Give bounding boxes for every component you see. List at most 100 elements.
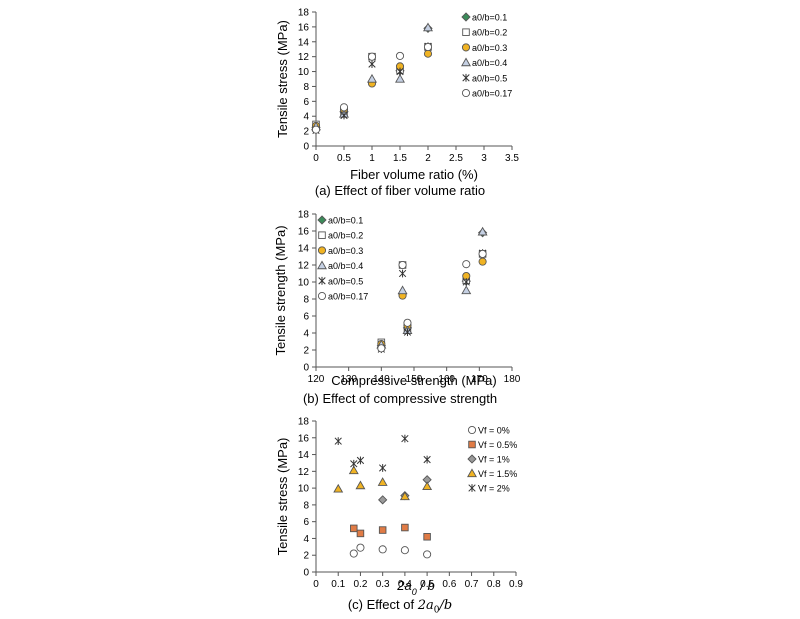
legend-marker xyxy=(461,88,471,98)
legend-marker xyxy=(318,276,326,285)
data-point-series-3 xyxy=(355,480,366,490)
data-point-series-5 xyxy=(478,249,487,258)
legend-marker xyxy=(468,484,476,492)
data-point-series-3 xyxy=(333,483,344,493)
caption-c-math-tail: /b xyxy=(439,598,453,613)
data-point-series-5 xyxy=(398,260,407,270)
data-point-series-3 xyxy=(377,477,388,486)
x-axis-title: Compressive strength (MPa) xyxy=(331,373,496,388)
x-tick-label: 0.3 xyxy=(376,579,390,590)
data-point-series-4 xyxy=(403,328,412,337)
data-point-series-4 xyxy=(423,455,431,464)
y-tick-label: 12 xyxy=(298,52,310,63)
y-axis-title: Tensile strength (MPa) xyxy=(273,225,288,355)
y-tick-label: 12 xyxy=(298,261,310,272)
legend-label: a0/b=0.2 xyxy=(328,231,363,241)
legend-label: a0/b=0.2 xyxy=(472,28,507,38)
legend-label: a0/b=0.5 xyxy=(472,73,507,83)
y-tick-label: 10 xyxy=(298,67,310,78)
legend-label: a0/b=0.4 xyxy=(328,261,363,271)
y-tick-label: 8 xyxy=(303,82,309,93)
y-tick-label: 4 xyxy=(303,329,309,340)
caption-b-text: (b) Effect of compressive strength xyxy=(302,391,498,406)
x-tick-label: 120 xyxy=(308,374,325,385)
caption-b: (b) Effect of compressive strength xyxy=(0,391,800,406)
y-tick-label: 2 xyxy=(303,346,309,357)
data-point-series-3 xyxy=(348,465,359,475)
y-tick-label: 6 xyxy=(303,97,309,108)
legend-marker xyxy=(462,73,470,82)
caption-c-math: 2a0/b xyxy=(418,598,453,616)
data-point-series-3 xyxy=(423,22,433,32)
y-axis-title: Tensile stress (MPa) xyxy=(275,438,290,556)
data-point-series-4 xyxy=(398,269,407,278)
data-point-series-0 xyxy=(400,546,409,555)
y-tick-label: 0 xyxy=(303,363,309,374)
data-point-series-0 xyxy=(356,543,365,552)
legend-marker xyxy=(467,425,477,435)
y-tick-label: 14 xyxy=(298,37,310,48)
legend-label: a0/b=0.3 xyxy=(328,246,363,256)
data-point-series-4 xyxy=(334,437,342,446)
x-tick-label: 0.9 xyxy=(509,579,523,590)
legend-marker xyxy=(461,43,471,52)
data-point-series-4 xyxy=(340,111,348,120)
data-point-series-3 xyxy=(422,481,433,491)
legend-marker xyxy=(461,12,471,22)
y-tick-label: 18 xyxy=(298,210,310,221)
panel-a: 0 0.5 1 1.5 2 2.5 3 3.5 0 2 4 6 8 10 12 14 16 18 Tensile s… xyxy=(0,0,800,205)
caption-c: (c) Effect of 2a0/b xyxy=(0,597,800,616)
chart-b: 120 130 140 150 160 170 180 0 2 4 6 8 10 12 14 16 18 Tens… xyxy=(273,210,521,389)
legend-marker xyxy=(467,454,477,464)
x-axis-title: Fiber volume ratio (%) xyxy=(350,167,478,182)
x-tick-label: 160 xyxy=(438,374,455,385)
y-tick-label: 8 xyxy=(303,295,309,306)
data-points xyxy=(333,434,433,559)
x-tick-label: 0.8 xyxy=(487,579,501,590)
data-points xyxy=(311,22,433,135)
data-point-series-3 xyxy=(477,226,488,236)
data-point-series-1 xyxy=(401,523,409,532)
legend: a0/b=0.1 a0/b=0.2 a0/b=0.3 a0/b=0.4 a0/b=0.5… xyxy=(461,12,512,99)
data-point-series-1 xyxy=(350,524,358,533)
y-tick-label: 16 xyxy=(298,433,310,444)
data-point-series-4 xyxy=(350,459,358,468)
x-tick-label: 0 xyxy=(313,153,319,164)
x-tick-label: 3 xyxy=(481,153,487,164)
legend: a0/b=0.1 a0/b=0.2 a0/b=0.3 a0/b=0.4 a0/b=0.5… xyxy=(317,215,368,302)
data-point-series-0 xyxy=(378,545,387,554)
legend-marker xyxy=(317,260,327,270)
y-tick-label: 2 xyxy=(303,127,309,138)
x-tick-label: 0.6 xyxy=(442,579,456,590)
data-point-series-3 xyxy=(399,491,410,501)
x-tick-label: 2 xyxy=(425,153,431,164)
y-tick-label: 4 xyxy=(303,112,309,123)
x-tick-label: 170 xyxy=(471,374,488,385)
x-tick-label: 3.5 xyxy=(505,153,519,164)
legend-marker xyxy=(461,57,471,67)
x-tick-label: 0.5 xyxy=(337,153,351,164)
x-tick-label: 150 xyxy=(406,374,423,385)
legend-marker xyxy=(317,291,327,301)
x-tick-label: 1 xyxy=(369,153,375,164)
y-tick-label: 18 xyxy=(298,417,310,428)
legend-label: a0/b=0.5 xyxy=(328,276,363,286)
caption-a: (a) Effect of fiber volume ratio xyxy=(0,183,800,198)
y-tick-label: 10 xyxy=(298,484,310,495)
data-point-series-5 xyxy=(339,103,349,112)
y-tick-label: 14 xyxy=(298,244,310,255)
legend-label: Vf = 0.5% xyxy=(478,440,517,450)
x-tick-label: 140 xyxy=(373,374,390,385)
x-tick-label: 180 xyxy=(504,374,521,385)
y-tick-label: 16 xyxy=(298,227,310,238)
data-point-series-5 xyxy=(423,42,433,52)
legend-marker xyxy=(317,246,327,255)
data-point-series-5 xyxy=(367,52,377,61)
y-tick-label: 8 xyxy=(303,500,309,511)
legend-label: Vf = 0% xyxy=(478,426,510,436)
data-point-series-4 xyxy=(401,434,409,443)
data-point-series-5 xyxy=(311,125,321,134)
y-tick-label: 0 xyxy=(303,568,309,579)
data-point-series-1 xyxy=(378,526,387,534)
